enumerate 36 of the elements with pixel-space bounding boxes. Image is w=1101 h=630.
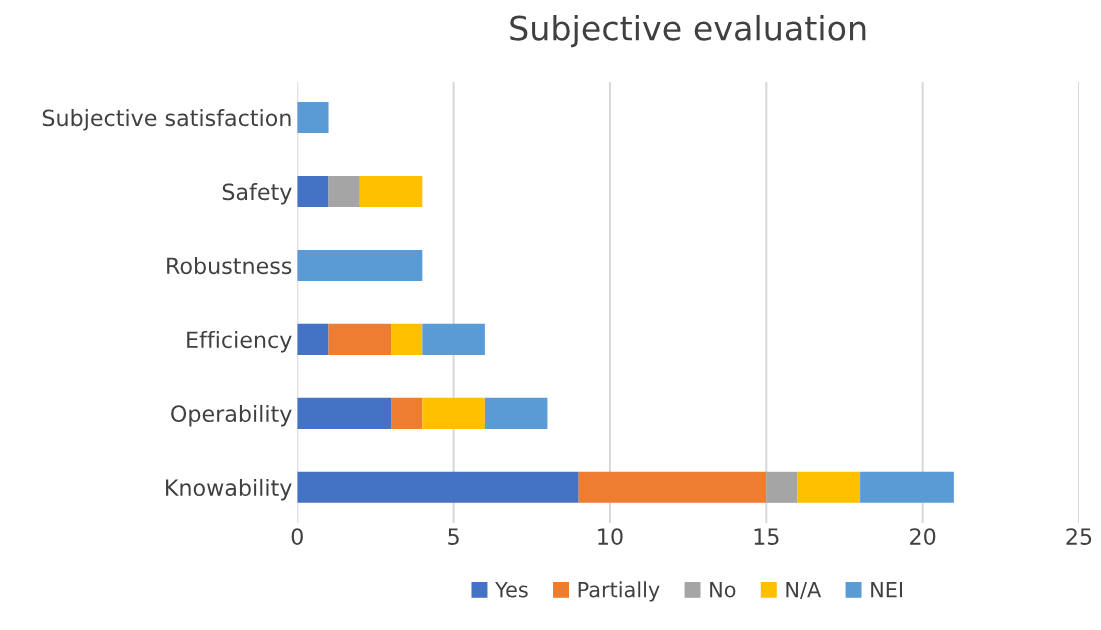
y-tick-label: Knowability	[166, 478, 292, 501]
chart-title: Subjective evaluation	[510, 14, 866, 48]
bar	[297, 323, 329, 355]
y-tick-label: Operability	[171, 404, 292, 427]
bar	[422, 397, 485, 429]
bar	[766, 471, 798, 503]
bar	[328, 175, 360, 207]
legend-label: NEI	[871, 581, 903, 598]
bar	[860, 471, 954, 503]
bar	[797, 471, 861, 503]
bar	[359, 175, 423, 207]
bar	[297, 175, 329, 207]
bar	[297, 101, 329, 134]
legend-label: No	[710, 581, 736, 598]
bar	[578, 471, 767, 503]
y-tick-label: Subjective satisfaction	[42, 109, 291, 131]
y-tick-label: Safety	[222, 183, 292, 205]
x-tick-label: 10	[598, 528, 623, 545]
y-tick-label: Efficiency	[187, 330, 292, 353]
bar	[297, 397, 392, 429]
bar	[422, 323, 485, 355]
bar	[391, 323, 423, 355]
x-tick-label: 0	[291, 528, 303, 545]
bar	[297, 471, 579, 503]
x-tick-label: 25	[1066, 528, 1092, 545]
legend-label: Yes	[495, 581, 528, 598]
legend-label: N/A	[786, 581, 822, 600]
legend-label: Partially	[578, 581, 660, 602]
bar	[328, 323, 392, 355]
y-tick-label: Robustness	[167, 256, 292, 275]
bar	[297, 249, 423, 281]
x-tick-label: 20	[910, 528, 936, 545]
x-tick-label: 5	[448, 528, 459, 545]
bar	[484, 397, 548, 429]
x-tick-label: 15	[754, 528, 779, 545]
bar	[391, 397, 423, 429]
